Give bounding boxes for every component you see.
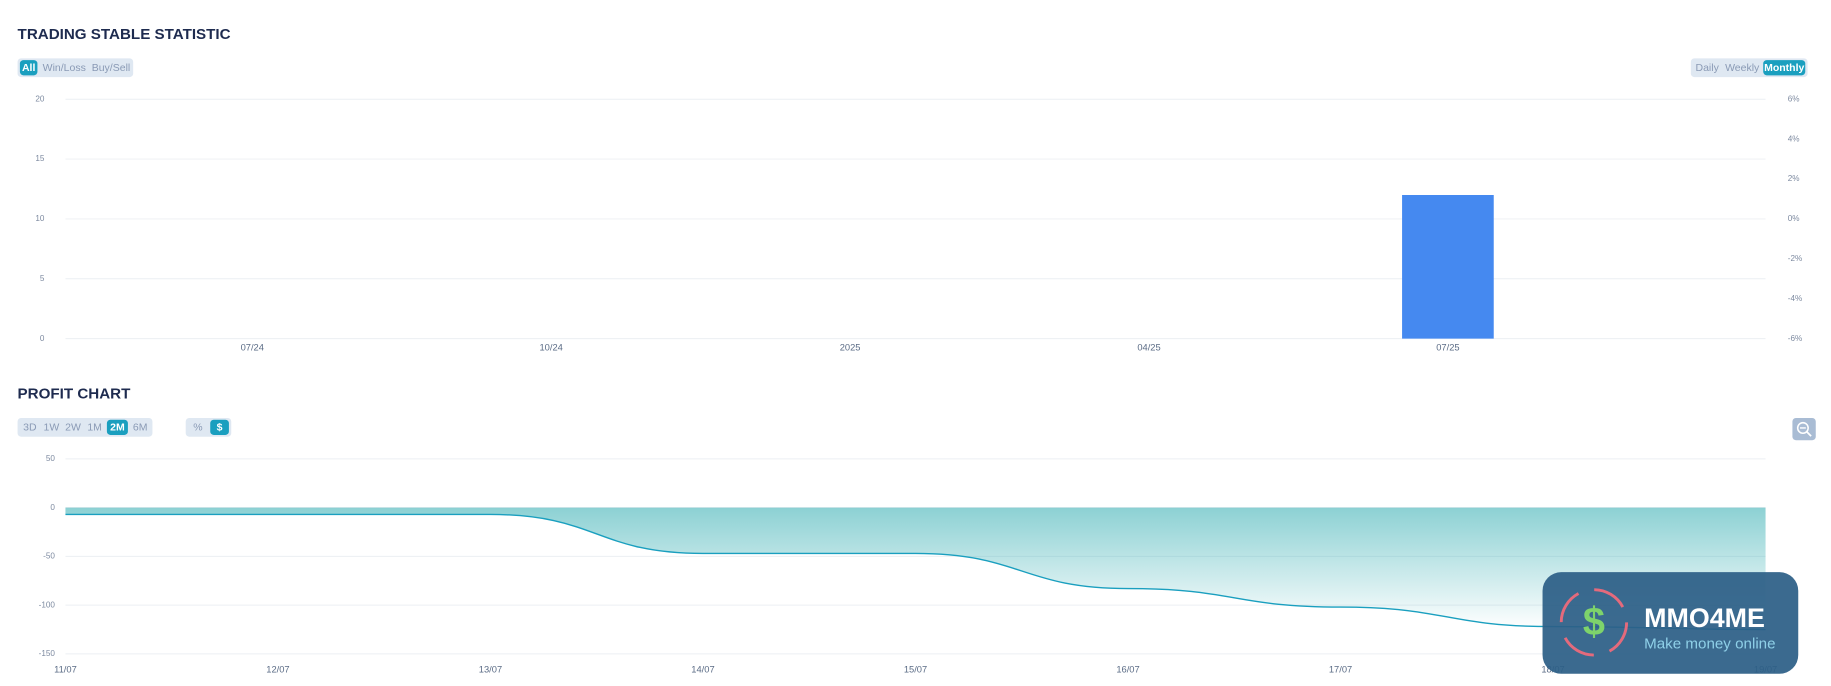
y-tick-label: 20 xyxy=(35,94,45,103)
toggle-button[interactable]: Weekly xyxy=(1725,62,1760,74)
x-tick-label: 11/07 xyxy=(54,665,77,675)
x-tick-label: 07/24 xyxy=(241,342,264,352)
toggle-button[interactable]: $ xyxy=(210,419,229,435)
button-label: 3D xyxy=(23,422,37,434)
zoom-icon xyxy=(1806,431,1812,437)
y-tick-label: 50 xyxy=(46,454,56,463)
area-fill xyxy=(65,507,1766,630)
toggle-button[interactable]: Buy/Sell xyxy=(92,62,131,74)
logo-name: MMO4ME xyxy=(1644,603,1765,633)
button-label: 2M xyxy=(110,422,125,434)
x-tick-label: 13/07 xyxy=(479,665,502,675)
x-tick-label: 04/25 xyxy=(1137,342,1160,352)
toggle-button[interactable]: Daily xyxy=(1696,62,1720,74)
line xyxy=(65,513,1766,631)
y-tick-label: -50 xyxy=(43,552,55,561)
toggle-button[interactable]: 1M xyxy=(87,422,102,434)
section-title: TRADING STABLE STATISTIC xyxy=(18,26,231,43)
toggle-button[interactable]: 6M xyxy=(133,422,148,434)
button-label: 6M xyxy=(133,422,148,434)
x-tick-label: 14/07 xyxy=(691,665,714,675)
y2-tick-label: 4% xyxy=(1788,134,1800,143)
x-tick-label: 2025 xyxy=(840,342,861,352)
x-tick-label: 12/07 xyxy=(266,665,289,675)
button-label: Daily xyxy=(1696,62,1720,74)
button-label: Weekly xyxy=(1725,62,1760,74)
x-tick-label: 10/24 xyxy=(540,342,563,352)
toggle-button[interactable]: 1W xyxy=(44,422,60,434)
y2-tick-label: 0% xyxy=(1788,214,1800,223)
button-label: Buy/Sell xyxy=(92,62,131,74)
y2-tick-label: -4% xyxy=(1788,294,1803,303)
y-tick-label: 15 xyxy=(35,154,45,163)
logo-bg xyxy=(1542,572,1799,674)
button-label: 1W xyxy=(44,422,60,434)
y-tick-label: -100 xyxy=(39,600,56,609)
x-tick-label: 16/07 xyxy=(1116,665,1139,675)
y-tick-label: 10 xyxy=(35,214,45,223)
toggle-button[interactable]: % xyxy=(193,422,202,434)
bar xyxy=(1402,194,1494,339)
button-label: Win/Loss xyxy=(43,62,86,74)
button-label: All xyxy=(22,62,36,74)
y-tick-label: -150 xyxy=(39,649,56,658)
button-active-bg xyxy=(210,419,229,435)
toggle-button[interactable]: 2M xyxy=(106,419,128,435)
zoom-button[interactable] xyxy=(1792,418,1816,441)
zoom-icon xyxy=(1796,421,1809,434)
button-active-bg xyxy=(106,419,128,435)
logo-icon: $ xyxy=(1583,600,1605,644)
x-tick-label: 07/25 xyxy=(1436,342,1459,352)
y-tick-label: 0 xyxy=(50,503,55,512)
button-label: % xyxy=(193,422,202,434)
y2-tick-label: -2% xyxy=(1788,254,1803,263)
x-tick-label: 17/07 xyxy=(1329,665,1352,675)
y2-tick-label: 2% xyxy=(1788,174,1800,183)
button-group xyxy=(17,58,134,78)
button-label: $ xyxy=(217,422,223,434)
y-tick-label: 0 xyxy=(40,334,45,343)
y-tick-label: 5 xyxy=(40,274,45,283)
y2-tick-label: -6% xyxy=(1788,334,1803,343)
button-active-bg xyxy=(19,60,38,76)
toggle-button[interactable]: 2W xyxy=(65,422,81,434)
button-label: Monthly xyxy=(1764,62,1804,74)
logo-ring xyxy=(1559,588,1629,657)
x-tick-label: 15/07 xyxy=(904,665,927,675)
button-label: 2W xyxy=(65,422,81,434)
zoom-bg xyxy=(1792,418,1816,441)
button-active-bg xyxy=(1763,60,1806,76)
section-title: PROFIT CHART xyxy=(18,386,132,403)
toggle-button[interactable]: Win/Loss xyxy=(43,62,86,74)
y2-tick-label: 6% xyxy=(1788,94,1800,103)
button-label: 1M xyxy=(87,422,102,434)
watermark: $ MMO4ME Make money online xyxy=(1542,572,1799,674)
toggle-button[interactable]: All xyxy=(19,60,38,76)
toggle-button[interactable]: 3D xyxy=(23,422,37,434)
toggle-button[interactable]: Monthly xyxy=(1763,60,1806,76)
logo-tagline: Make money online xyxy=(1644,636,1775,653)
